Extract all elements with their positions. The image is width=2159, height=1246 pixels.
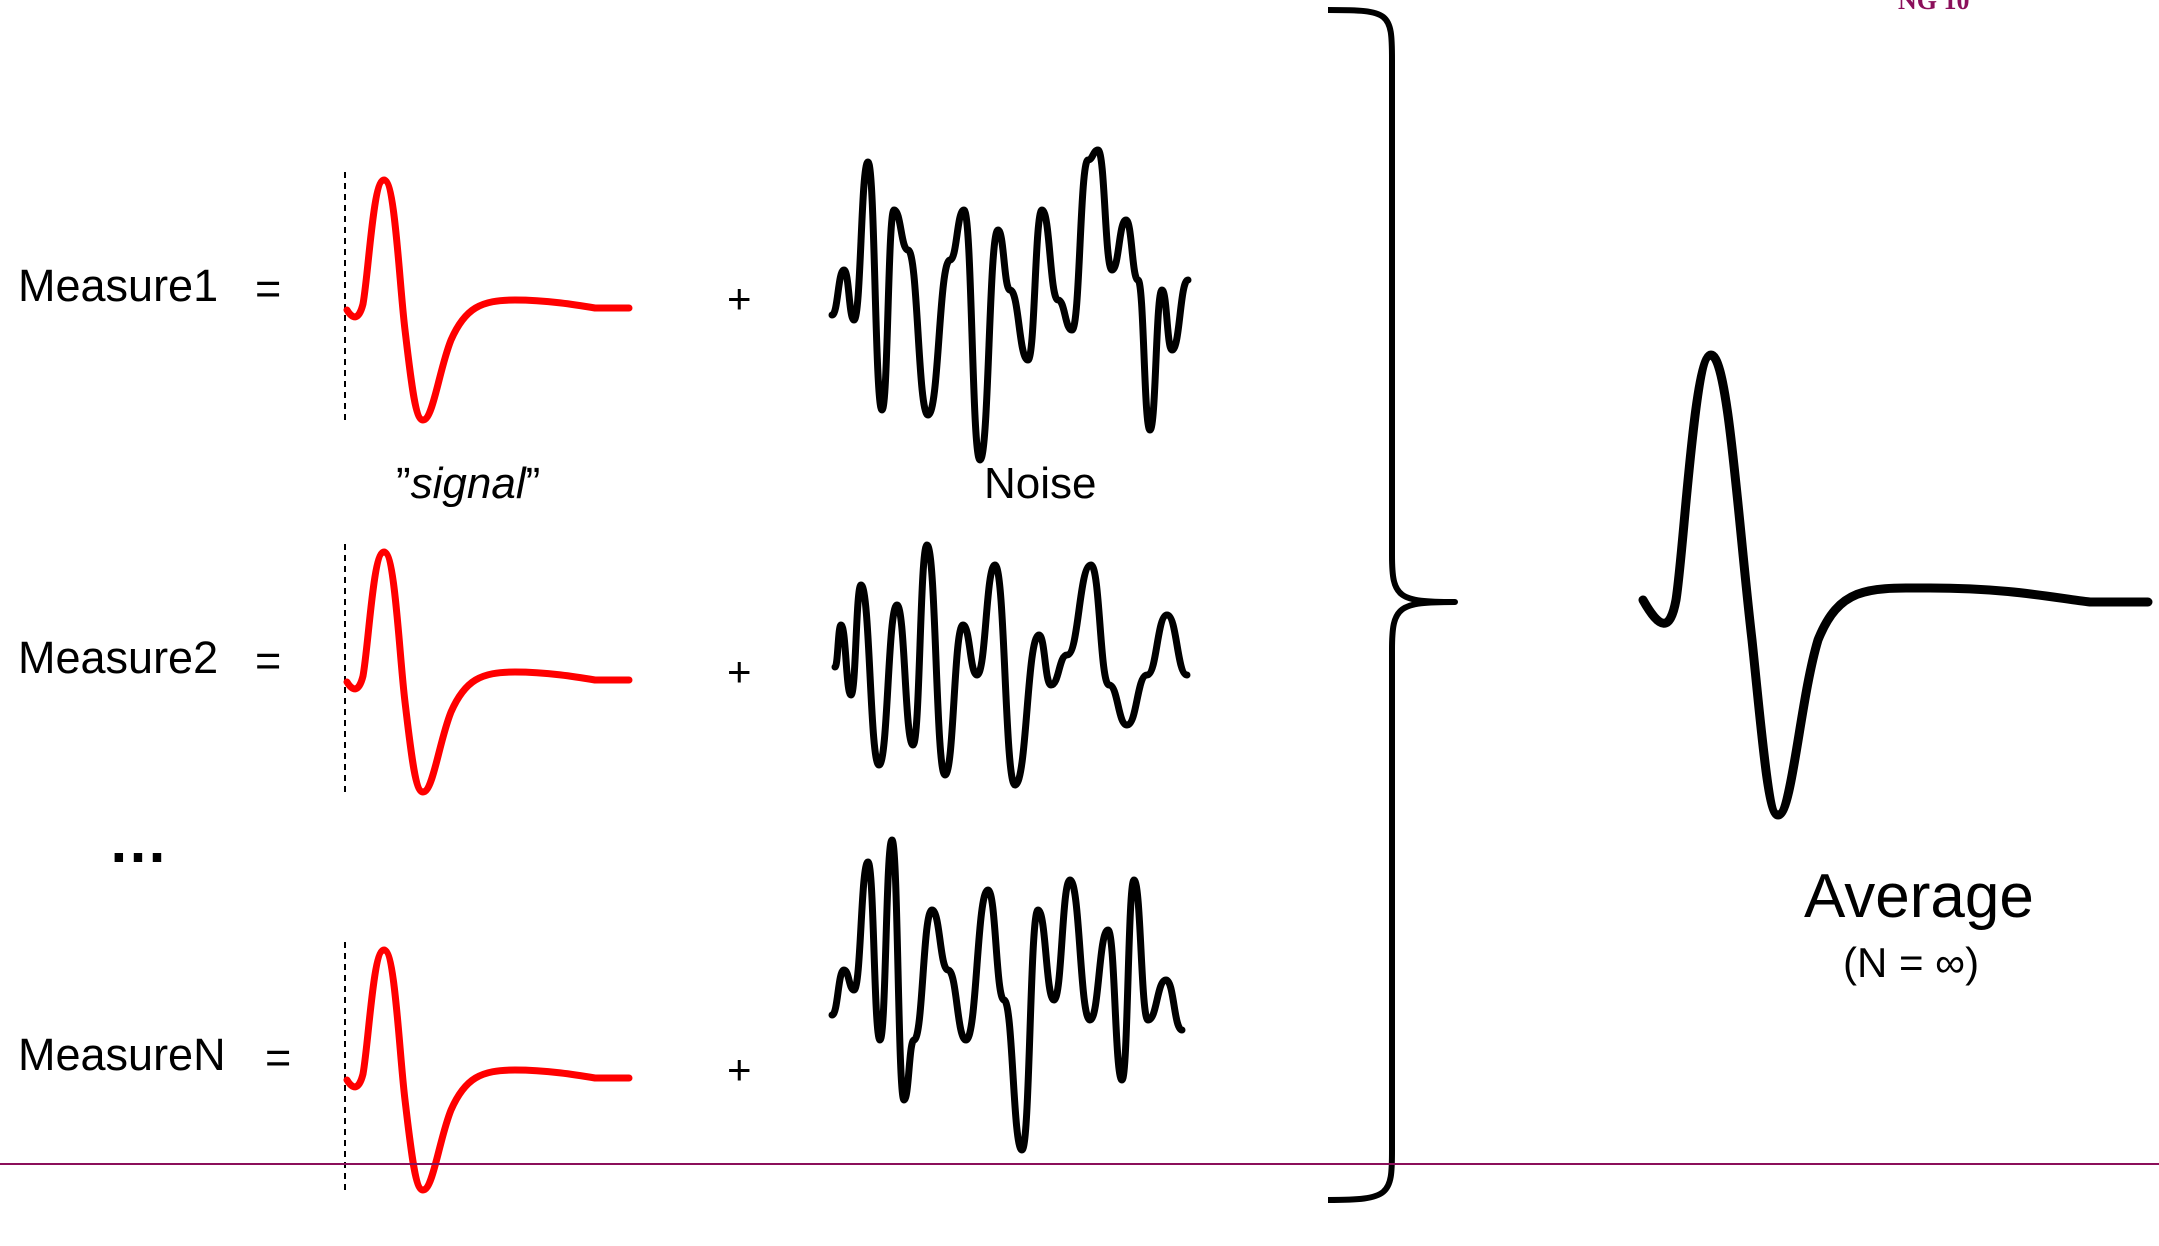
- measure2-noise-waveform: [831, 541, 1191, 789]
- signal-close-quote: ”: [525, 459, 541, 508]
- noise-caption: Noise: [984, 459, 1097, 508]
- measuren-noise-waveform: [828, 836, 1186, 1154]
- measure2-plus: +: [727, 648, 752, 695]
- signal-caption: ”signal”: [396, 462, 540, 506]
- ellipsis: …: [108, 808, 170, 875]
- averaging-brace: [1327, 7, 1458, 1203]
- measure2-signal-waveform: [343, 548, 633, 796]
- signal-open-quote: ”: [396, 459, 411, 508]
- measuren-plus: +: [727, 1046, 752, 1093]
- measure1-noise-waveform: [828, 146, 1192, 464]
- logo-fragment: NG 10: [1898, 0, 1970, 15]
- measure2-label: Measure2: [18, 632, 219, 683]
- average-waveform: [1638, 350, 2153, 820]
- measuren-equals: =: [265, 1032, 292, 1083]
- measuren-label: MeasureN: [18, 1029, 226, 1080]
- measuren-signal-waveform: [343, 946, 633, 1194]
- measure1-equals: =: [255, 263, 282, 314]
- average-label: Average: [1804, 862, 2034, 931]
- measure1-signal-waveform: [343, 176, 633, 424]
- average-sub-label: (N = ∞): [1843, 939, 1980, 986]
- measure2-equals: =: [255, 635, 282, 686]
- measure1-plus: +: [727, 275, 752, 322]
- signal-word: signal: [410, 459, 526, 508]
- measure1-label: Measure1: [18, 260, 219, 311]
